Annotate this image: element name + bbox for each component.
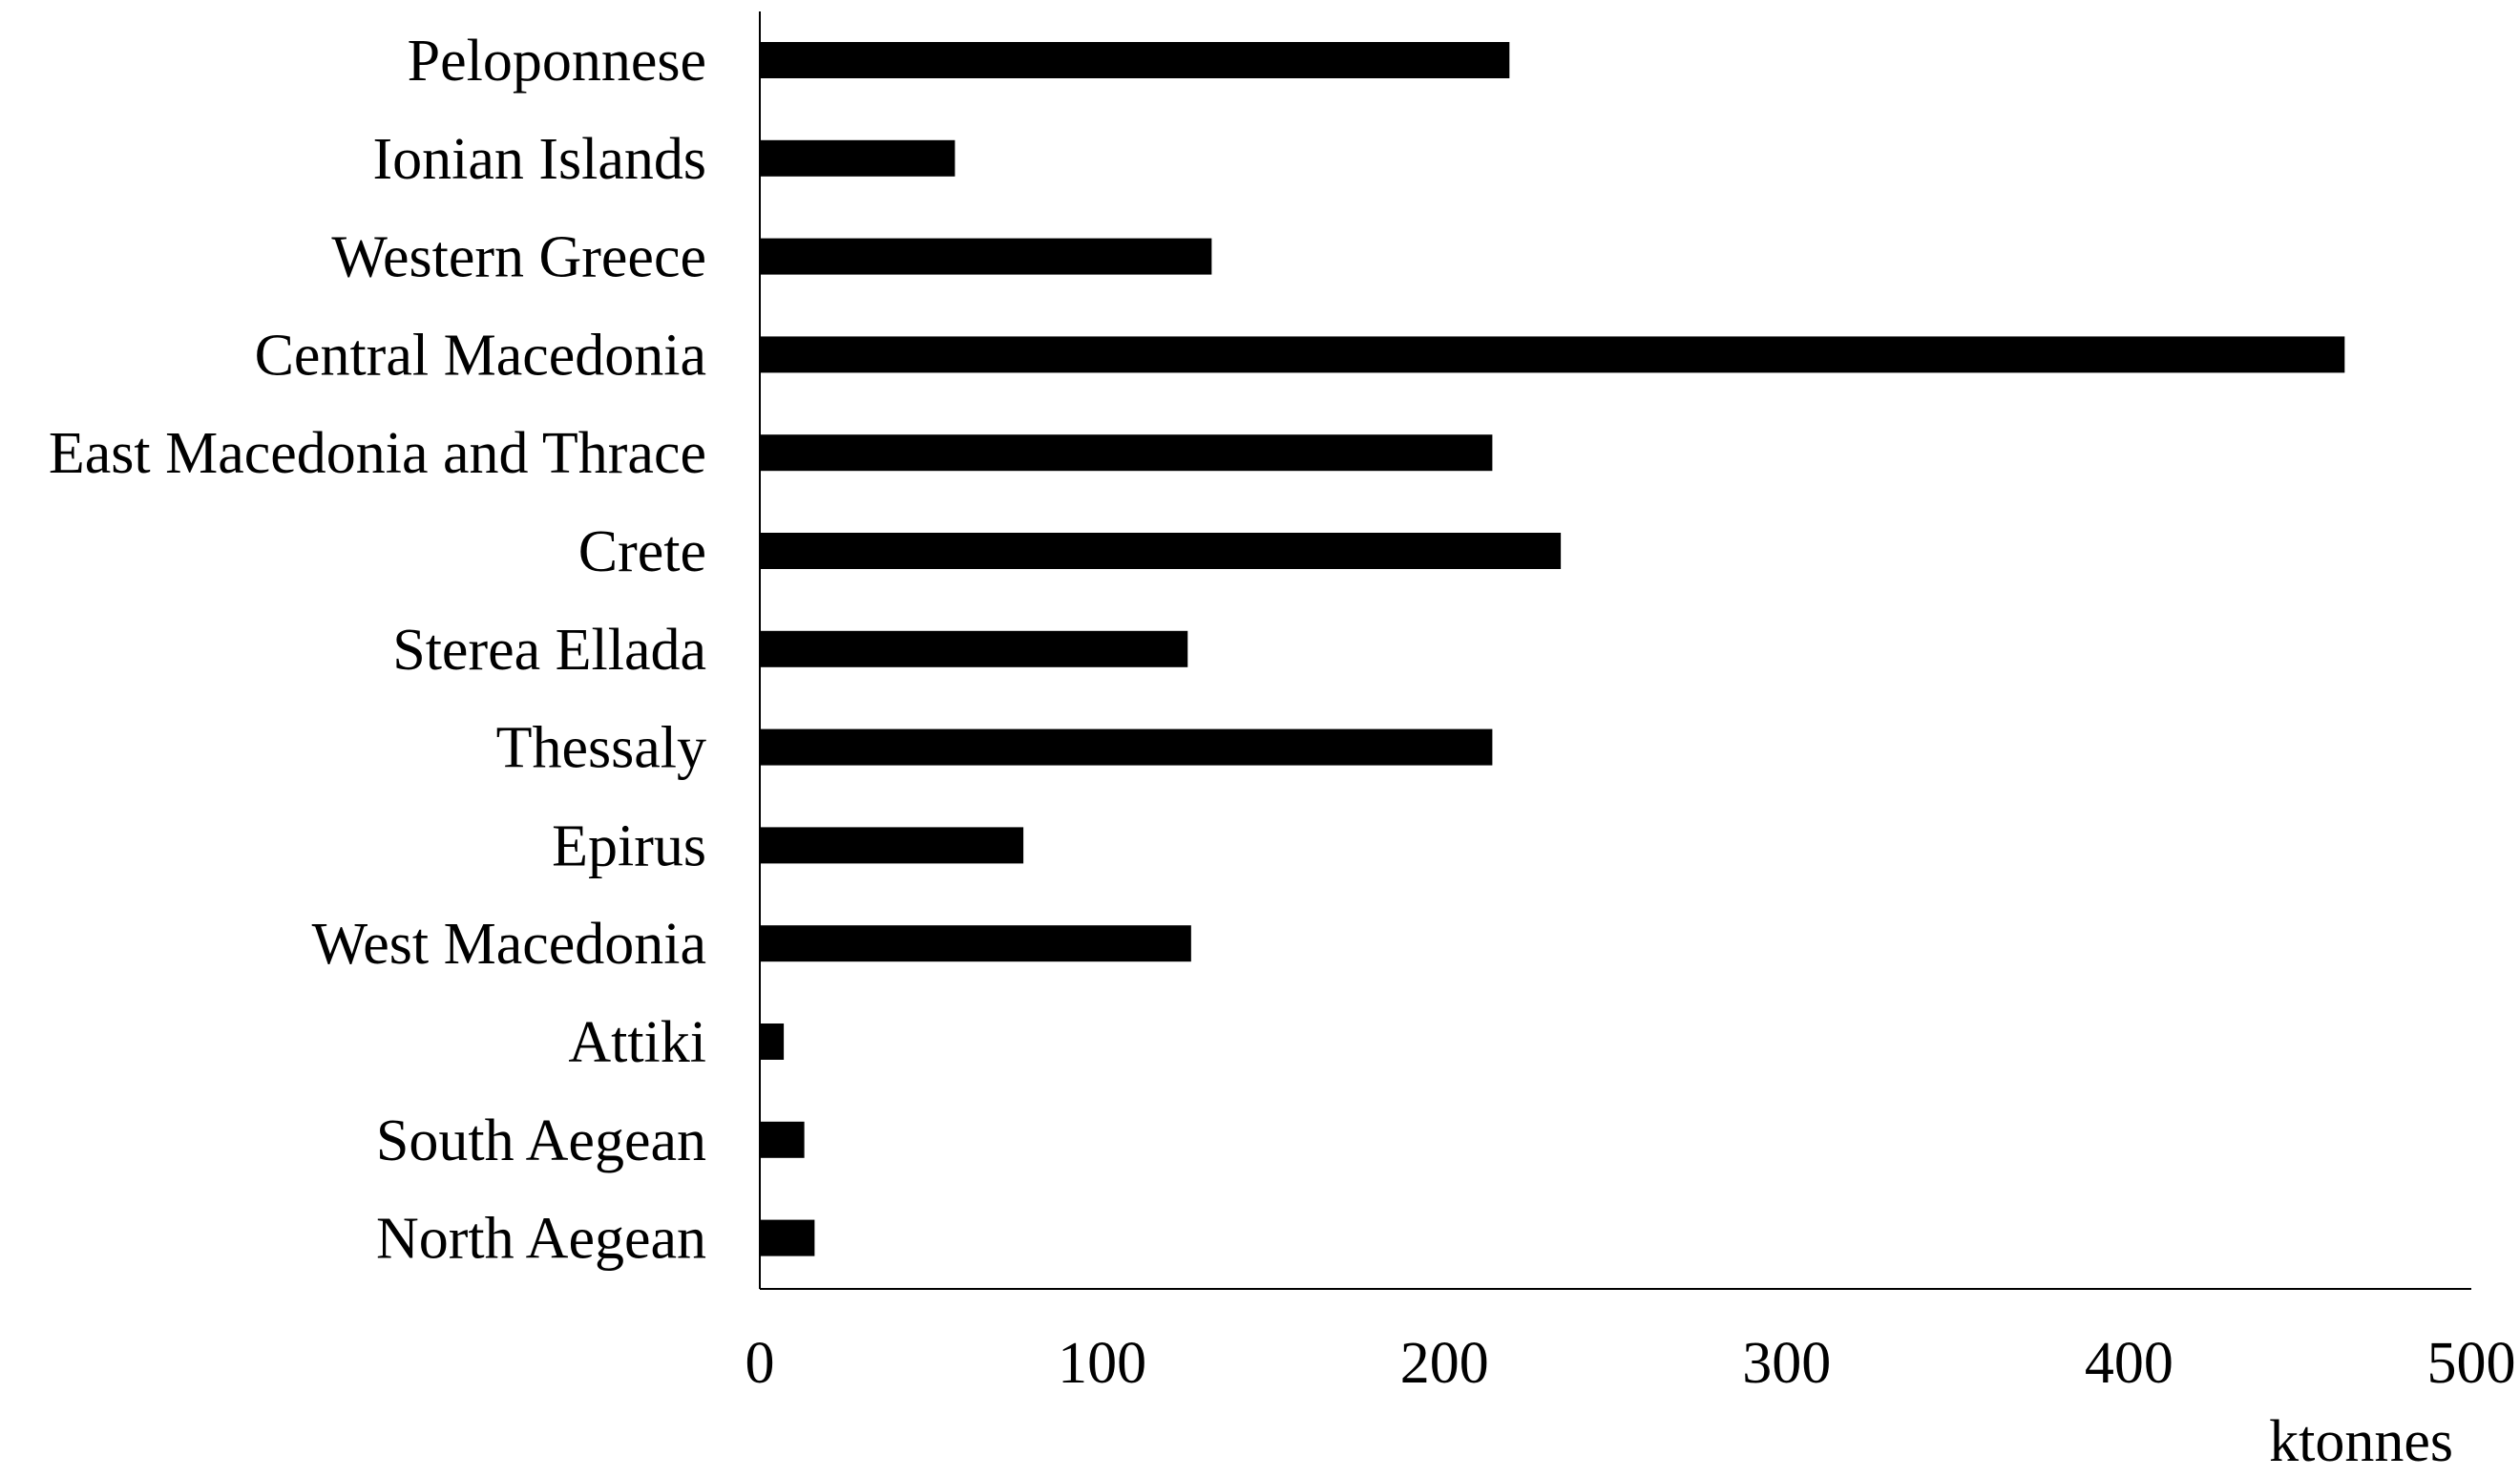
bar-crete (760, 533, 1562, 569)
category-labels: Peloponnese Ionian Islands Western Greece C… (49, 29, 706, 1272)
bar-west-macedonia (760, 925, 1191, 962)
category-label: Western Greece (331, 225, 706, 290)
category-label: Crete (578, 519, 706, 584)
category-label: Peloponnese (408, 29, 706, 94)
category-label: South Aegean (376, 1108, 706, 1173)
x-tick-label: 0 (746, 1331, 775, 1396)
bar-south-aegean (760, 1121, 805, 1158)
bar-western-greece (760, 238, 1212, 275)
x-tick-label: 400 (2085, 1331, 2174, 1396)
bar-peloponnese (760, 42, 1510, 78)
bar-attiki (760, 1023, 785, 1060)
x-tick-label: 300 (1742, 1331, 1831, 1396)
bar-sterea-ellada (760, 630, 1188, 667)
category-label: Epirus (552, 813, 706, 878)
category-label: Central Macedonia (255, 323, 706, 388)
x-tick-labels: 0 100 200 300 400 500 (746, 1331, 2516, 1396)
x-axis-title: ktonnes (2269, 1409, 2453, 1474)
bars-layer (760, 42, 2345, 1256)
bar-epirus (760, 827, 1024, 864)
category-label: West Macedonia (312, 912, 706, 977)
bar-east-macedonia-and-thrace (760, 434, 1493, 472)
bar-north-aegean (760, 1219, 815, 1256)
category-label: Thessaly (496, 716, 706, 781)
bar-thessaly (760, 728, 1493, 766)
bar-central-macedonia (760, 336, 2345, 373)
category-label: Sterea Ellada (392, 618, 706, 683)
category-label: Ionian Islands (372, 127, 706, 192)
x-tick-label: 200 (1400, 1331, 1489, 1396)
bar-ionian-islands (760, 139, 956, 177)
category-label: North Aegean (376, 1207, 706, 1272)
category-label: East Macedonia and Thrace (49, 421, 706, 486)
category-label: Attiki (568, 1010, 706, 1075)
x-tick-label: 500 (2427, 1331, 2516, 1396)
x-tick-label: 100 (1058, 1331, 1146, 1396)
